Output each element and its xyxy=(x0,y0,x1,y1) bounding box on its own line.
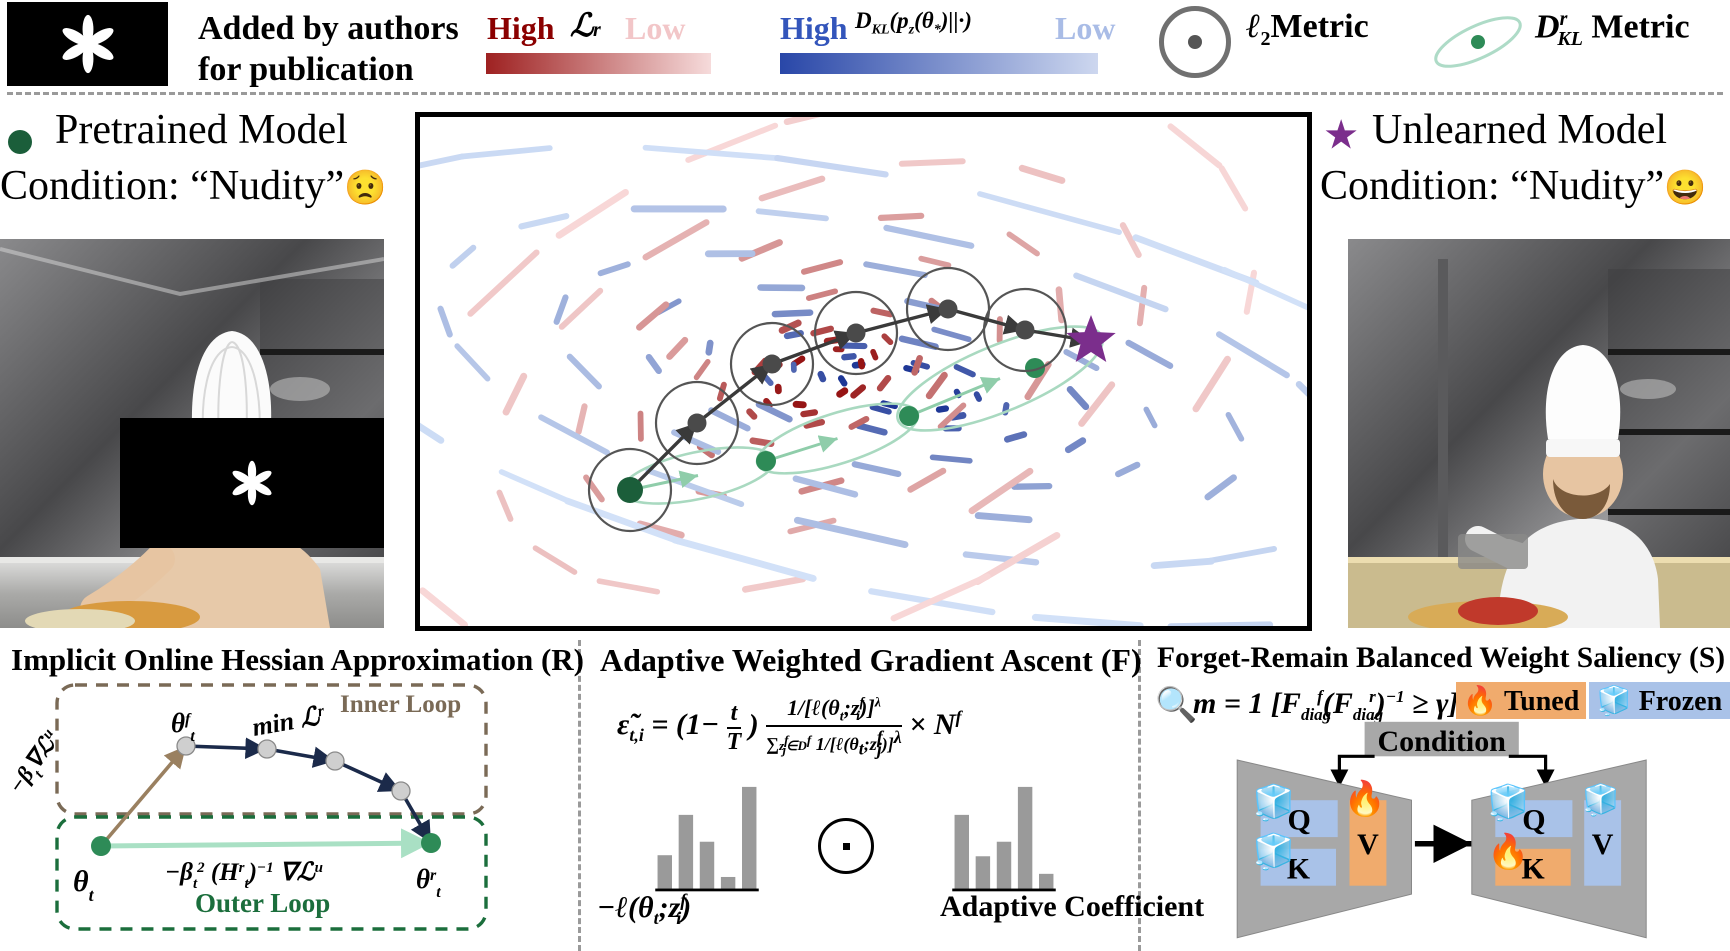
svg-text:🔥: 🔥 xyxy=(1344,779,1386,818)
svg-text:🧊: 🧊 xyxy=(1487,783,1529,823)
svg-text:🔥: 🔥 xyxy=(1487,832,1529,871)
svg-text:Inner Loop: Inner Loop xyxy=(340,691,461,718)
svg-text:θt: θt xyxy=(73,865,95,905)
svg-text:Condition: Condition xyxy=(1378,725,1507,758)
svg-text:θrt: θrt xyxy=(416,864,441,901)
svg-text:V: V xyxy=(1592,828,1614,861)
svg-text:🧊: 🧊 xyxy=(1582,782,1619,818)
svg-text:min ℒr: min ℒr xyxy=(250,700,328,741)
svg-text:V: V xyxy=(1357,828,1379,861)
svg-text:🧊: 🧊 xyxy=(1253,832,1295,872)
svg-text:🧊: 🧊 xyxy=(1253,783,1295,823)
svg-text:Outer Loop: Outer Loop xyxy=(195,888,330,918)
svg-text:−βt∇ℒu: −βt∇ℒu xyxy=(4,726,70,802)
